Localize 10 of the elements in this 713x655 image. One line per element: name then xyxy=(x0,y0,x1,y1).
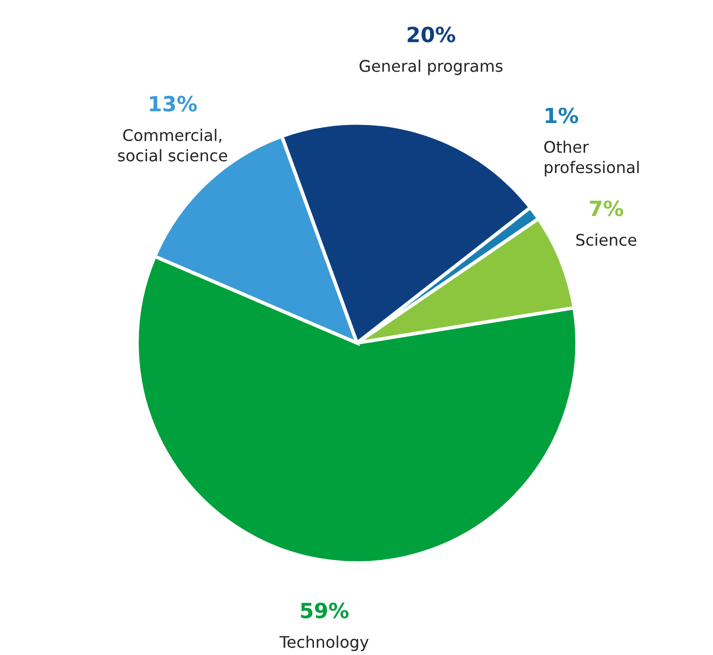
slice-label: Science xyxy=(576,234,636,246)
data-label: 1% xyxy=(546,108,578,124)
slice-label: Technology xyxy=(280,636,369,652)
slice-label: General programs xyxy=(360,60,502,76)
slice-label: Other professional xyxy=(544,140,639,176)
data-label: 20% xyxy=(408,26,456,42)
data-label: 7% xyxy=(590,200,624,216)
data-label: 13% xyxy=(150,96,197,112)
slice-label: Commercial, social science xyxy=(118,128,228,162)
data-label: 59% xyxy=(300,602,349,618)
